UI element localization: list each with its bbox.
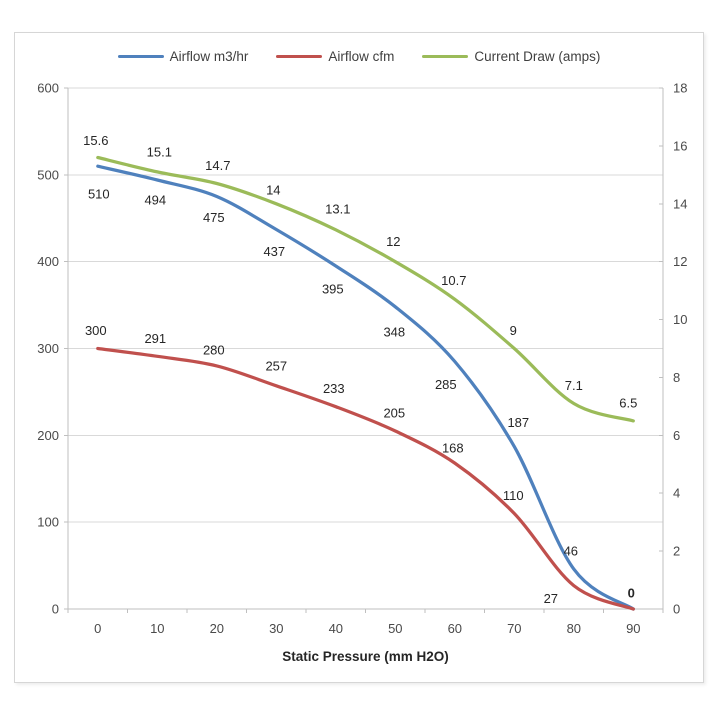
legend-line-swatch	[422, 54, 469, 59]
data-label: 291	[144, 331, 166, 346]
x-axis-label: 0	[94, 621, 101, 636]
x-axis-label: 10	[150, 621, 164, 636]
left-axis-label: 500	[37, 167, 59, 182]
chart-plot: 510 4944754373953482851874603002912802572…	[37, 81, 687, 665]
data-label: 13.1	[325, 201, 350, 216]
data-label: 494	[144, 193, 166, 208]
x-axis-label: 30	[269, 621, 283, 636]
data-label: 7.1	[565, 378, 583, 393]
series-line-airflow-m3-hr	[96, 164, 635, 611]
left-axis-label: 400	[37, 254, 59, 269]
data-label: 205	[383, 406, 405, 421]
data-label: 285	[435, 377, 457, 392]
data-label: 300	[85, 323, 107, 338]
right-axis-label: 4	[673, 486, 680, 501]
data-label: 168	[442, 441, 464, 456]
data-label: 0	[628, 586, 635, 601]
right-axis-label: 6	[673, 428, 680, 443]
x-axis-label: 20	[210, 621, 224, 636]
right-axis-label: 0	[673, 602, 680, 617]
left-axis-label: 600	[37, 81, 59, 96]
x-axis-label: 60	[448, 621, 462, 636]
data-label: 187	[507, 415, 529, 430]
legend-item: Airflow cfm	[276, 49, 394, 64]
data-label: 437	[263, 244, 285, 259]
legend-label: Current Draw (amps)	[474, 49, 601, 64]
legend-item: Airflow m3/hr	[117, 49, 249, 64]
left-axis-label: 200	[37, 428, 59, 443]
data-label: 46	[564, 544, 578, 559]
data-label: 280	[203, 342, 225, 357]
data-label: 10.7	[441, 273, 466, 288]
data-label: 348	[383, 324, 405, 339]
data-label: 9	[510, 323, 517, 338]
legend-line-swatch	[276, 54, 323, 59]
right-axis-label: 16	[673, 138, 687, 153]
data-label: 257	[265, 358, 287, 373]
series-line-current-draw-amps-	[96, 155, 635, 423]
data-label: 233	[323, 381, 345, 396]
data-label: 395	[322, 282, 344, 297]
legend-label: Airflow cfm	[328, 49, 395, 64]
data-label: 15.1	[147, 144, 172, 159]
right-axis-label: 8	[673, 370, 680, 385]
right-axis-label: 14	[673, 196, 687, 211]
right-axis-label: 10	[673, 312, 687, 327]
data-label: 110	[503, 488, 524, 503]
left-axis-label: 300	[37, 341, 59, 356]
left-axis-label: 100	[37, 515, 59, 530]
gridlines	[68, 87, 663, 610]
left-axis-label: 0	[52, 602, 59, 617]
x-axis-label: 50	[388, 621, 402, 636]
x-axis-label: 80	[567, 621, 581, 636]
legend-label: Airflow m3/hr	[169, 49, 249, 64]
data-label: 14	[266, 182, 280, 197]
legend-item: Current Draw (amps)	[422, 49, 600, 64]
data-label: 14.7	[205, 158, 230, 173]
data-label: 6.5	[619, 395, 637, 410]
right-axis-label: 2	[673, 544, 680, 559]
chart-frame: Airflow m3/hr Airflow cfm Current Draw (am…	[14, 32, 704, 683]
x-axis-title: Static Pressure (mm H2O)	[282, 649, 449, 664]
x-axis-label: 90	[626, 621, 640, 636]
right-axis-label: 12	[673, 254, 687, 269]
x-axis-label: 70	[507, 621, 521, 636]
data-label: 15.6	[83, 133, 108, 148]
right-axis-label: 18	[673, 81, 687, 96]
x-axis-label: 40	[329, 621, 343, 636]
axes	[64, 87, 664, 613]
legend: Airflow m3/hr Airflow cfm Current Draw (am…	[15, 49, 703, 64]
series-line-airflow-cfm	[96, 346, 635, 611]
legend-line-swatch	[117, 54, 164, 59]
data-label: 510	[88, 187, 110, 202]
data-label: 27	[544, 591, 558, 606]
data-label: 12	[386, 234, 400, 249]
data-label: 475	[203, 210, 225, 225]
